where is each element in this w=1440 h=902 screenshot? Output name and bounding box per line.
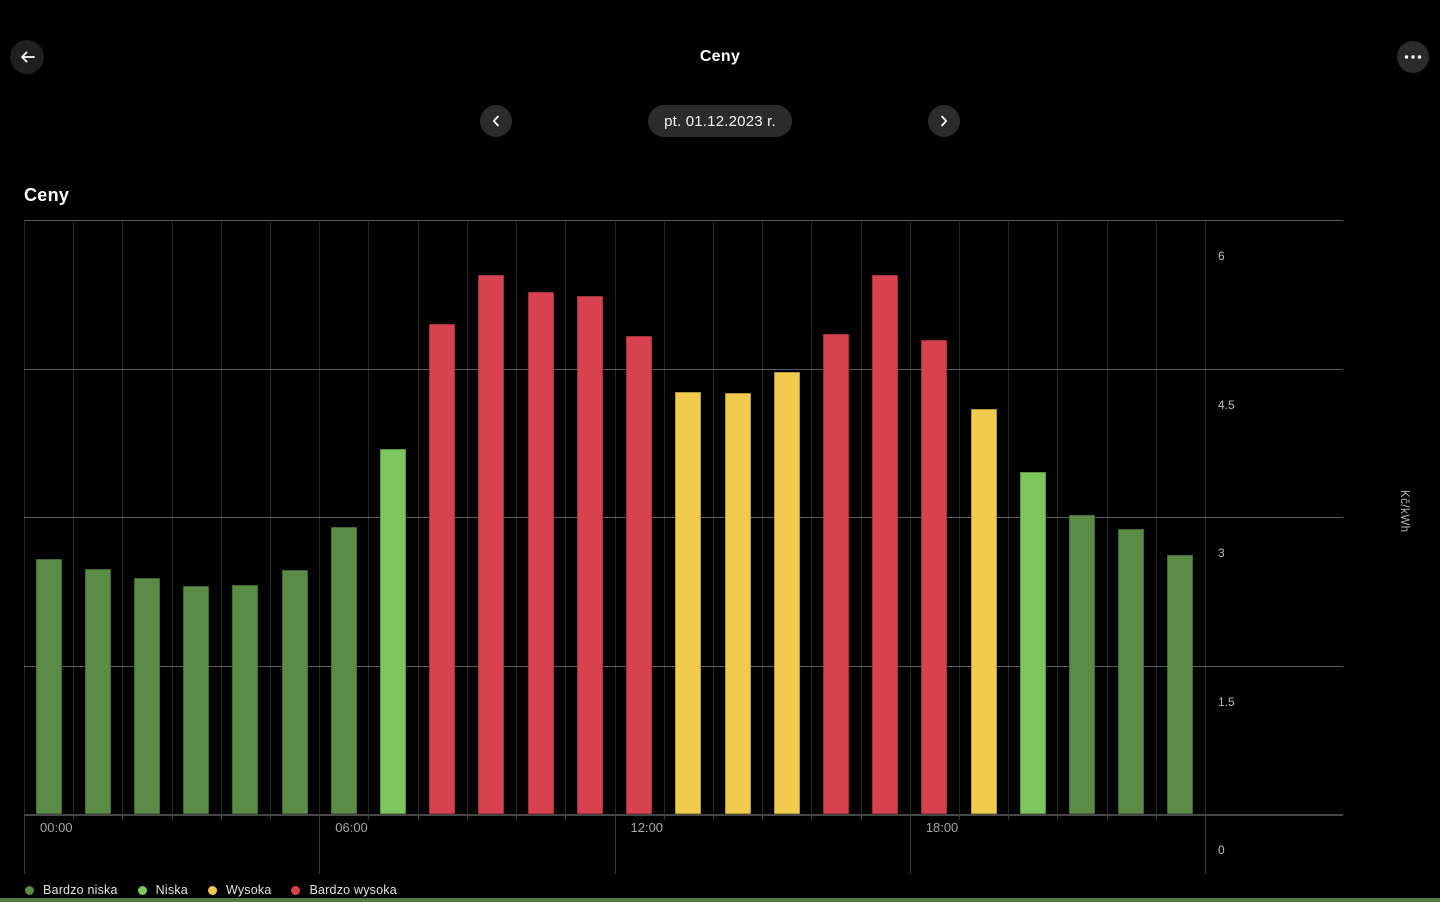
date-pill[interactable]: pt. 01.12.2023 r.	[648, 105, 792, 137]
x-axis-minor-tick	[171, 814, 173, 820]
horizontal-gridline	[24, 220, 1343, 221]
menu-button[interactable]	[1397, 41, 1429, 73]
x-axis-label: 00:00	[40, 820, 73, 835]
x-axis-minor-tick	[417, 814, 419, 820]
price-bar-hour-1[interactable]	[84, 569, 111, 814]
price-bar-hour-16[interactable]	[822, 333, 849, 814]
x-axis-minor-tick	[270, 814, 272, 820]
legend-item-niska: Niska	[137, 883, 188, 897]
price-bar-hour-2[interactable]	[134, 578, 161, 814]
y-axis-label: 0	[1218, 843, 1225, 857]
chart-title: Ceny	[24, 185, 70, 205]
x-axis-minor-tick	[466, 814, 468, 820]
x-axis-minor-tick	[73, 814, 75, 820]
price-bar-hour-20[interactable]	[1019, 472, 1046, 814]
legend-item-wysoka: Wysoka	[207, 883, 272, 897]
x-axis-minor-tick	[565, 814, 567, 820]
arrow-left-icon	[20, 51, 35, 63]
x-axis-minor-tick	[958, 814, 960, 820]
legend-dot-icon	[291, 885, 301, 895]
chevron-left-icon	[492, 115, 499, 127]
price-bar-hour-6[interactable]	[330, 526, 357, 814]
price-bar-hour-10[interactable]	[527, 292, 554, 814]
x-axis-major-tick	[1205, 814, 1206, 874]
legend-item-bardzo_wysoka: Bardzo wysoka	[291, 883, 397, 897]
y-axis-label: 3	[1218, 546, 1225, 560]
price-bar-hour-4[interactable]	[232, 585, 259, 814]
x-axis-minor-tick	[1008, 814, 1010, 820]
x-axis-label: 06:00	[335, 820, 368, 835]
y-axis-label: 6	[1218, 249, 1225, 263]
x-axis-label: 12:00	[630, 820, 664, 835]
legend-label: Niska	[155, 883, 188, 897]
price-bar-hour-13[interactable]	[675, 392, 702, 814]
price-bar-hour-19[interactable]	[970, 409, 997, 814]
price-bar-hour-0[interactable]	[35, 558, 62, 814]
price-bar-hour-3[interactable]	[183, 586, 210, 814]
price-bar-hour-8[interactable]	[429, 323, 456, 814]
x-axis-minor-tick	[220, 814, 222, 820]
x-axis-minor-tick	[1155, 814, 1157, 820]
price-bar-hour-15[interactable]	[773, 372, 800, 814]
price-bar-hour-23[interactable]	[1167, 554, 1194, 814]
horizontal-gridline	[24, 368, 1343, 370]
x-axis-minor-tick	[663, 814, 665, 820]
x-axis-minor-tick	[762, 814, 764, 820]
page-title: Ceny	[699, 48, 741, 65]
y-axis-label: 4.5	[1218, 397, 1235, 412]
y-axis-unit-label: Kč/kWh	[1398, 490, 1410, 533]
chevron-right-icon	[941, 115, 948, 127]
legend-label: Bardzo wysoka	[309, 883, 397, 897]
price-bar-hour-21[interactable]	[1068, 515, 1095, 814]
prev-day-button[interactable]	[480, 105, 512, 137]
legend-dot-icon	[137, 885, 147, 895]
price-bar-hour-18[interactable]	[921, 339, 948, 814]
y-axis-label: 1.5	[1218, 694, 1235, 709]
price-bar-hour-5[interactable]	[281, 570, 308, 814]
price-bar-hour-11[interactable]	[576, 296, 603, 814]
legend-label: Wysoka	[225, 883, 272, 897]
x-axis-major-tick	[24, 814, 25, 874]
x-axis-minor-tick	[1106, 814, 1108, 820]
price-bar-hour-22[interactable]	[1118, 528, 1145, 814]
x-axis-minor-tick	[122, 814, 124, 820]
bottom-accent-bar	[0, 898, 1440, 902]
chart-legend: Bardzo niska Niska Wysoka Bardzo wysoka	[25, 883, 397, 897]
legend-dot-icon	[207, 885, 217, 895]
price-bar-hour-7[interactable]	[380, 448, 407, 814]
price-chart-plot: 0 1.5 3 4.5 6 00:00 06:00 12:00 18:00	[24, 220, 1343, 874]
price-bar-hour-9[interactable]	[478, 275, 505, 814]
x-axis-minor-tick	[712, 814, 714, 820]
x-axis-minor-tick	[860, 814, 862, 820]
x-axis-minor-tick	[516, 814, 518, 820]
price-bar-hour-12[interactable]	[626, 335, 653, 814]
legend-dot-icon	[25, 885, 34, 895]
x-axis-label: 18:00	[925, 820, 959, 835]
x-axis-minor-tick	[1057, 814, 1059, 820]
price-bar-hour-17[interactable]	[872, 275, 899, 814]
x-axis-major-tick	[319, 814, 321, 874]
ellipsis-icon	[1404, 55, 1422, 59]
x-axis-major-tick	[909, 814, 911, 874]
legend-item-bardzo_niska: Bardzo niska	[25, 883, 118, 897]
next-day-button[interactable]	[928, 105, 960, 137]
x-axis-minor-tick	[811, 814, 813, 820]
x-axis-minor-tick	[368, 814, 370, 820]
legend-label: Bardzo niska	[43, 883, 118, 897]
x-axis-major-tick	[614, 814, 616, 874]
back-button[interactable]	[10, 40, 44, 74]
price-bar-hour-14[interactable]	[724, 393, 751, 814]
